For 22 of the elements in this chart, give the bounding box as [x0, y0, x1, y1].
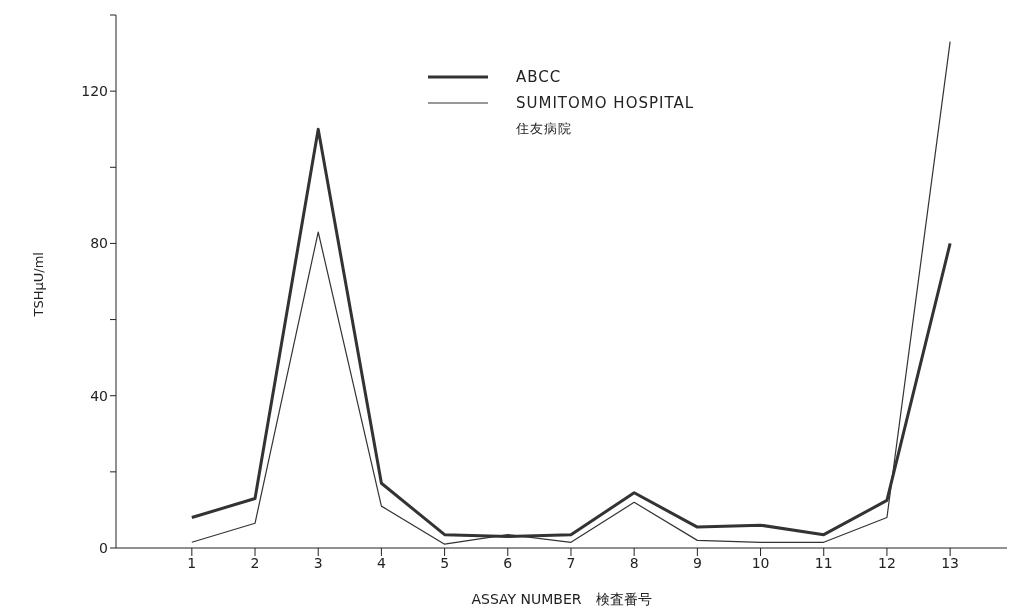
- x-tick-label: 4: [376, 554, 386, 571]
- x-tick-label: 5: [440, 554, 450, 571]
- line-series: [191, 41, 951, 545]
- legend-label: SUMITOMO HOSPITAL 住友病院: [516, 94, 695, 138]
- x-tick-label: 7: [566, 554, 576, 571]
- x-tick-label: 12: [878, 554, 896, 571]
- x-tick-label: 8: [629, 554, 639, 571]
- x-tick-label: 10: [751, 554, 770, 571]
- y-tick-label: 40: [90, 387, 108, 404]
- y-tick-label: 120: [81, 83, 108, 100]
- x-tick-label: 11: [814, 554, 833, 571]
- x-tick-label: 2: [250, 554, 260, 571]
- x-tick-label: 6: [503, 554, 513, 571]
- x-tick-label: 1: [187, 554, 197, 571]
- x-tick-label: 9: [692, 554, 702, 571]
- y-tick-label: 80: [90, 235, 108, 252]
- x-axis-title: ASSAY NUMBER 検査番号: [471, 591, 652, 607]
- x-tick-label: 3: [313, 554, 323, 571]
- x-tick-label: 13: [941, 554, 960, 571]
- y-axis-title: TSHμU/ml: [30, 252, 46, 318]
- y-tick-label: 0: [99, 539, 108, 556]
- legend-label: ABCC: [516, 68, 562, 86]
